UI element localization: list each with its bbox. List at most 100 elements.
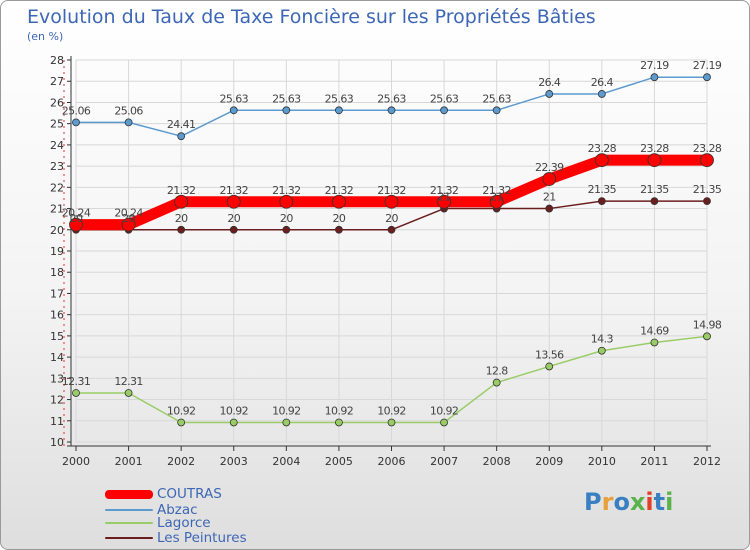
data-label-les-peintures-2003: 20: [227, 212, 240, 225]
legend-label-les-peintures: Les Peintures: [157, 530, 247, 546]
y-tick-label-21: 21: [50, 203, 64, 216]
data-label-abzac-2005: 25.63: [325, 92, 354, 105]
point-abzac-2004: [282, 106, 291, 115]
y-tick-label-17: 17: [50, 287, 64, 300]
point-coutras-2012: [700, 153, 714, 168]
point-coutras-2001: [121, 217, 136, 232]
proxiti-logo: Proxiti: [584, 488, 673, 516]
point-abzac-2009: [545, 90, 554, 98]
legend-swatch-abzac: [105, 509, 153, 511]
legend-label-coutras: COUTRAS: [157, 486, 222, 502]
logo-letter: P: [584, 488, 602, 516]
data-label-abzac-2002: 24.41: [167, 118, 196, 131]
data-label-lagorce-2011: 14.69: [640, 324, 669, 337]
data-label-les-peintures-2009: 21: [543, 191, 556, 204]
point-les-peintures-2004: [282, 225, 291, 234]
x-tick-label-2001: 2001: [115, 455, 143, 468]
data-label-les-peintures-2001: 20: [122, 212, 135, 225]
y-tick-label-16: 16: [50, 309, 64, 322]
legend-swatch-coutras: [105, 489, 153, 499]
point-coutras-2003: [226, 194, 241, 209]
point-coutras-2010: [594, 153, 609, 168]
y-tick-label-24: 24: [50, 139, 64, 152]
point-abzac-2002: [177, 132, 186, 141]
point-coutras-2002: [174, 194, 189, 209]
legend-label-lagorce: Lagorce: [157, 515, 211, 531]
data-label-coutras-2010: 23.28: [588, 142, 617, 155]
data-label-coutras-2000: 20.24: [62, 207, 91, 220]
data-label-abzac-2003: 25.63: [220, 92, 249, 105]
y-tick-label-18: 18: [50, 266, 64, 279]
legend-label-abzac: Abzac: [157, 502, 198, 518]
point-les-peintures-2009: [545, 204, 554, 213]
x-tick-label-2002: 2002: [167, 455, 195, 468]
point-abzac-2000: [72, 118, 80, 127]
y-tick-label-23: 23: [50, 160, 64, 173]
point-abzac-2008: [492, 106, 501, 115]
y-tick-label-12: 12: [50, 394, 64, 407]
legend-swatch-lagorce: [105, 522, 153, 524]
data-label-lagorce-2006: 10.92: [377, 404, 406, 417]
legend-item-abzac: Abzac: [105, 502, 198, 518]
y-tick-label-20: 20: [50, 224, 64, 237]
data-label-les-peintures-2007: 21: [438, 191, 451, 204]
data-label-abzac-2011: 27.19: [640, 59, 669, 72]
y-tick-label-15: 15: [50, 330, 64, 343]
point-lagorce-2010: [597, 346, 606, 355]
x-tick-label-2008: 2008: [483, 455, 511, 468]
data-label-abzac-2012: 27.19: [693, 59, 722, 72]
legend-item-les-peintures: Les Peintures: [105, 530, 247, 546]
point-coutras-2004: [279, 194, 294, 209]
chart-title: Evolution du Taux de Taxe Foncière sur l…: [27, 6, 596, 28]
data-label-lagorce-2005: 10.92: [325, 404, 354, 417]
data-label-lagorce-2002: 10.92: [167, 404, 196, 417]
data-label-les-peintures-2008: 21: [490, 191, 503, 204]
data-label-coutras-2001: 20.24: [114, 207, 143, 220]
point-coutras-2007: [437, 194, 451, 209]
point-coutras-2011: [647, 153, 662, 168]
point-lagorce-2000: [72, 389, 80, 397]
x-tick-label-2006: 2006: [378, 455, 406, 468]
data-label-les-peintures-2006: 20: [385, 212, 398, 225]
point-coutras-2000: [69, 217, 83, 232]
point-coutras-2005: [332, 194, 346, 209]
point-lagorce-2002: [177, 418, 186, 427]
legend-item-coutras: COUTRAS: [105, 486, 222, 502]
data-label-les-peintures-2000: 20: [70, 212, 83, 225]
point-coutras-2009: [542, 172, 557, 186]
point-lagorce-2004: [282, 418, 291, 427]
point-abzac-2011: [650, 73, 659, 82]
data-label-abzac-2001: 25.06: [114, 104, 143, 117]
y-tick-label-19: 19: [50, 245, 64, 258]
chart-unit-label: (en %): [27, 30, 64, 43]
y-tick-label-27: 27: [50, 75, 64, 88]
point-les-peintures-2011: [650, 197, 659, 206]
point-lagorce-2007: [440, 418, 448, 427]
x-tick-label-2010: 2010: [588, 455, 616, 468]
point-les-peintures-2012: [703, 197, 711, 206]
x-tick-label-2012: 2012: [693, 455, 721, 468]
data-label-coutras-2011: 23.28: [640, 142, 669, 155]
logo-letter: o: [613, 488, 630, 516]
data-label-abzac-2007: 25.63: [430, 92, 459, 105]
data-label-lagorce-2003: 10.92: [220, 404, 249, 417]
data-label-abzac-2009: 26.4: [538, 76, 561, 89]
point-abzac-2012: [703, 73, 711, 82]
legend-item-lagorce: Lagorce: [105, 515, 211, 531]
data-label-abzac-2008: 25.63: [482, 92, 511, 105]
point-lagorce-2005: [335, 418, 343, 427]
point-abzac-2010: [597, 90, 606, 98]
logo-letter: x: [629, 488, 646, 516]
data-label-lagorce-2001: 12.31: [114, 375, 143, 388]
point-lagorce-2012: [703, 332, 711, 341]
point-abzac-2005: [335, 106, 343, 115]
point-abzac-2003: [229, 106, 238, 115]
x-tick-label-2009: 2009: [535, 455, 563, 468]
data-label-abzac-2000: 25.06: [62, 104, 91, 117]
data-label-les-peintures-2012: 21.35: [693, 183, 722, 196]
point-abzac-2006: [387, 106, 396, 115]
data-label-lagorce-2004: 10.92: [272, 404, 301, 417]
y-tick-label-11: 11: [50, 415, 64, 428]
x-tick-label-2007: 2007: [430, 455, 458, 468]
